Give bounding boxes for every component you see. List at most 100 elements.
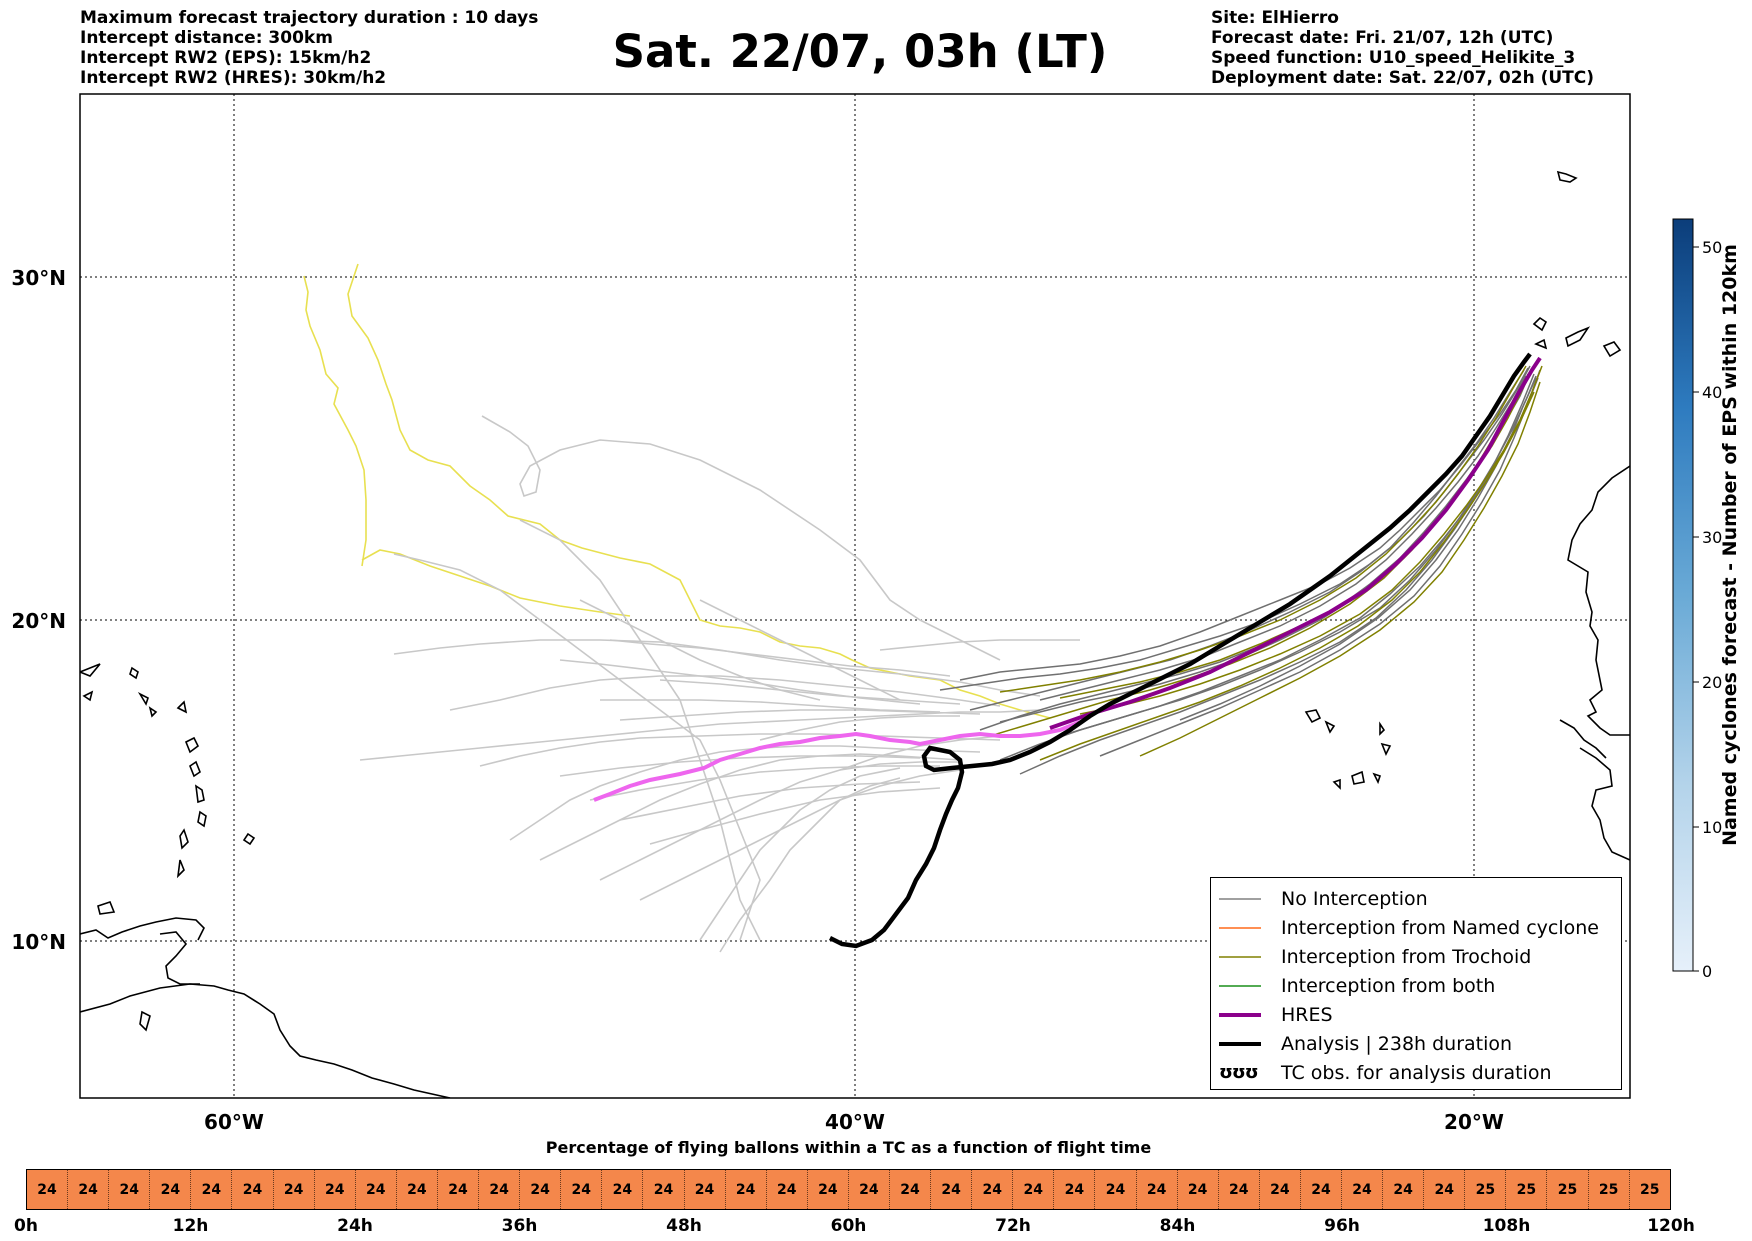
- island: [80, 663, 101, 677]
- colorbar-ticks: 0 10 20 30 40 50: [1693, 238, 1722, 981]
- island: [189, 760, 201, 778]
- header-site: Site: ElHierro: [1211, 8, 1339, 28]
- bar-cell: 24: [1259, 1170, 1301, 1209]
- track-dark: [969, 369, 1525, 711]
- caribbean-coast: [80, 917, 205, 941]
- island: [139, 1010, 151, 1032]
- bar-cell: 24: [479, 1170, 521, 1209]
- track-light: [619, 781, 921, 821]
- track-light: [699, 599, 901, 701]
- hres-track-light: [593, 720, 1081, 802]
- track-light: [719, 777, 901, 953]
- bar-tick-label: 48h: [666, 1216, 702, 1236]
- bar-cell: 24: [1013, 1170, 1055, 1209]
- island: [176, 700, 188, 714]
- bar-cell: 24: [68, 1170, 110, 1209]
- bar-cell: 25: [1547, 1170, 1589, 1209]
- island-canary: [1534, 338, 1548, 350]
- bar-cell: 24: [109, 1170, 151, 1209]
- legend-item-tc-obs: ʊʊʊ TC obs. for analysis duration: [1211, 1058, 1552, 1087]
- island: [184, 736, 200, 754]
- track-light: [609, 639, 951, 677]
- island: [242, 832, 256, 846]
- track-yellow-3: [361, 549, 631, 617]
- track-dark: [1039, 375, 1527, 701]
- track-light: [559, 755, 921, 777]
- bar-cell: 24: [561, 1170, 603, 1209]
- track-light: [619, 709, 981, 721]
- track-light: [359, 709, 1041, 761]
- bar-cell: 24: [1383, 1170, 1425, 1209]
- track-light: [393, 553, 761, 941]
- south-america-coast: [80, 983, 451, 1098]
- legend-swatch-hres: [1219, 1012, 1261, 1017]
- header-intercept-hres: Intercept RW2 (HRES): 30km/h2: [80, 68, 387, 88]
- island-canary: [1565, 326, 1591, 348]
- header-left-info: Maximum forecast trajectory duration : 1…: [80, 8, 538, 88]
- track-yellow-1: [303, 275, 367, 567]
- track-light: [481, 415, 1001, 661]
- colorbar-tick-10: 10: [1702, 818, 1722, 837]
- bar-tick-label: 36h: [501, 1216, 538, 1236]
- track-olive: [999, 365, 1527, 693]
- bar-tick-label: 108h: [1482, 1216, 1531, 1236]
- bar-cell: 24: [602, 1170, 644, 1209]
- legend-item-both: Interception from both: [1211, 971, 1495, 1000]
- venezuela-coast: [159, 931, 200, 985]
- colorbar-tick-0: 0: [1702, 962, 1712, 981]
- bar-tick-label: 72h: [995, 1216, 1031, 1236]
- track-light: [649, 787, 941, 845]
- bar-cell: 24: [1218, 1170, 1260, 1209]
- bar-tick-label: 0h: [14, 1216, 38, 1236]
- island: [197, 810, 207, 828]
- legend-label: Analysis | 238h duration: [1281, 1032, 1513, 1055]
- track-light: [589, 765, 940, 801]
- island-canary: [1532, 316, 1548, 332]
- legend-item-trochoid: Interception from Trochoid: [1211, 942, 1531, 971]
- bar-cell: 24: [1095, 1170, 1137, 1209]
- legend-swatch-trochoid: [1219, 955, 1261, 958]
- lat-label-20n: 20°N: [11, 609, 66, 633]
- bar-cell: 24: [314, 1170, 356, 1209]
- bar-cell: 24: [972, 1170, 1014, 1209]
- island: [97, 901, 116, 915]
- lon-label-40w: 40°W: [825, 1110, 885, 1134]
- bar-cell: 24: [1342, 1170, 1384, 1209]
- bar-tick-label: 120h: [1647, 1216, 1695, 1236]
- bar-cell: 24: [273, 1170, 315, 1209]
- bar-cell: 24: [931, 1170, 973, 1209]
- coastlines: [80, 170, 1630, 1098]
- track-olive: [1039, 391, 1535, 761]
- legend-label: Interception from Trochoid: [1281, 945, 1532, 968]
- track-olive: [1139, 381, 1541, 757]
- colorbar-tick-50: 50: [1702, 238, 1722, 257]
- header-right-info: Site: ElHierro Forecast date: Fri. 21/07…: [1211, 8, 1594, 88]
- legend-item-named-cyclone: Interception from Named cyclone: [1211, 913, 1599, 942]
- legend-label: Interception from both: [1281, 974, 1496, 997]
- eps-tracks-light: [359, 415, 1080, 953]
- bar-cell: 24: [191, 1170, 233, 1209]
- island: [129, 666, 139, 680]
- hres-track: [1049, 356, 1542, 730]
- track-light: [479, 733, 1001, 767]
- bar-cell: 24: [1054, 1170, 1096, 1209]
- bar-cell: 24: [766, 1170, 808, 1209]
- bottom-bar-title: Percentage of flying ballons within a TC…: [545, 1138, 1152, 1157]
- bar-cell: 24: [396, 1170, 438, 1209]
- track-dark: [1059, 375, 1537, 737]
- bar-tick-label: 60h: [830, 1216, 867, 1236]
- bar-cell: 24: [150, 1170, 192, 1209]
- bar-cell: 24: [807, 1170, 849, 1209]
- bar-tick-label: 12h: [172, 1216, 209, 1236]
- island: [148, 706, 158, 718]
- bar-tick-label: 84h: [1159, 1216, 1196, 1236]
- bar-cell: 25: [1588, 1170, 1630, 1209]
- bar-cell: 24: [27, 1170, 69, 1209]
- bar-tick-label: 96h: [1324, 1216, 1360, 1236]
- island: [137, 692, 149, 706]
- track-light: [879, 639, 1080, 651]
- legend-label: No Interception: [1281, 887, 1428, 910]
- legend-item-no-interception: No Interception: [1211, 884, 1428, 913]
- island-cape-verde: [1324, 720, 1336, 734]
- header-forecast-date: Forecast date: Fri. 21/07, 12h (UTC): [1211, 28, 1554, 48]
